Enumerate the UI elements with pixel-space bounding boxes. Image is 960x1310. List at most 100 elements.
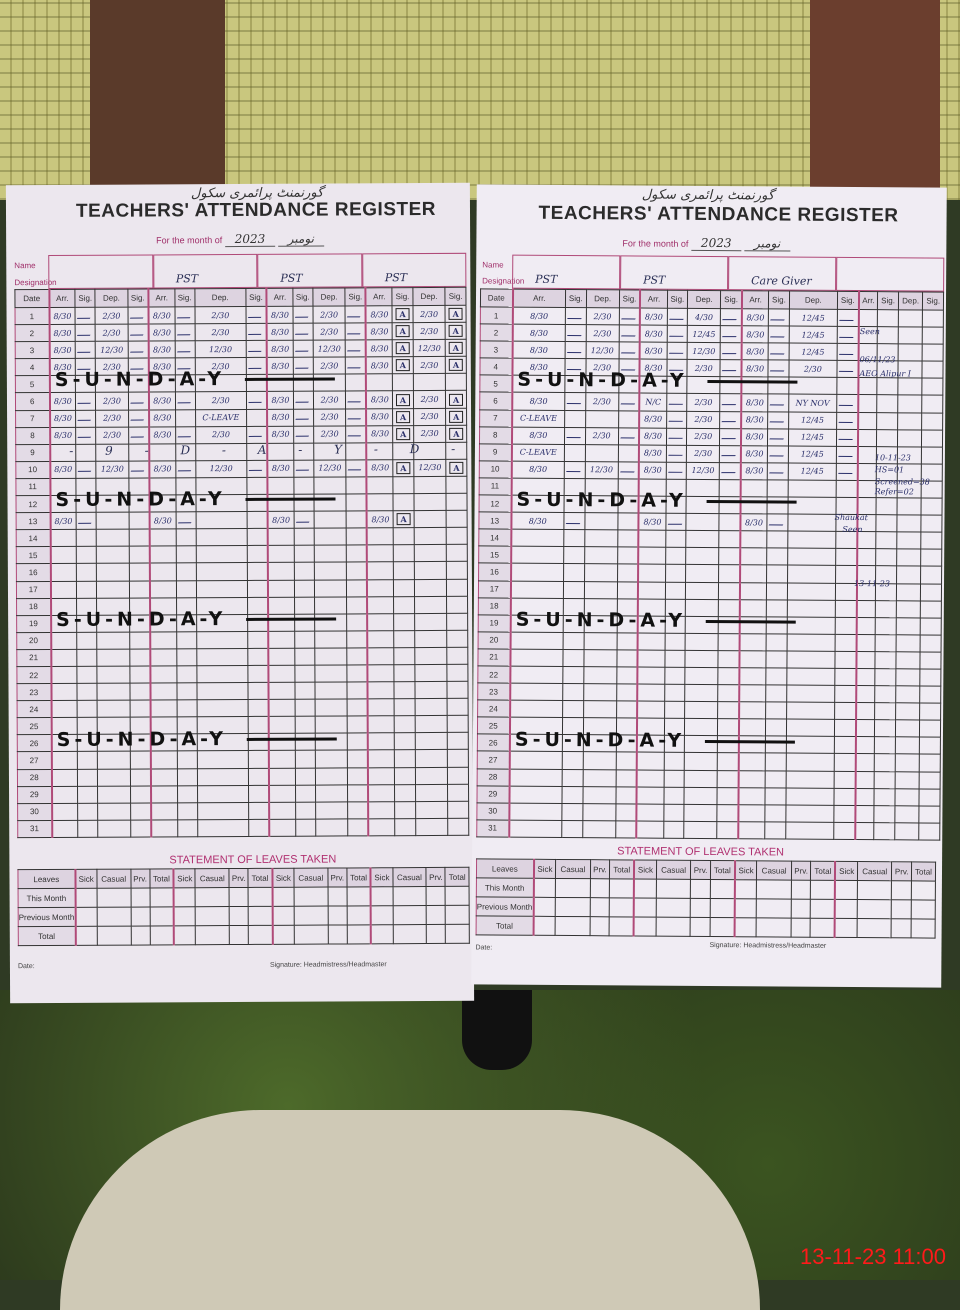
attendance-cell: 8/30 (639, 342, 667, 360)
header-sig: Sig. (619, 289, 641, 309)
attendance-cell (50, 563, 77, 581)
header-dep: Dep. (789, 291, 838, 310)
month-label: For the month of (622, 238, 689, 249)
attendance-cell: 8/30 (741, 308, 769, 327)
attendance-cell (393, 630, 415, 648)
attendance-cell (347, 733, 369, 751)
attendance-cell (177, 819, 198, 837)
leaves-cell: Casual (857, 861, 893, 881)
attendance-cell (393, 579, 415, 597)
attendance-cell (196, 648, 248, 666)
attendance-cell (767, 411, 789, 429)
attendance-cell (130, 802, 152, 820)
sunday-strike: S-U-N-D-A-Y (515, 728, 795, 752)
attendance-cell (922, 412, 943, 430)
attendance-cell (584, 564, 618, 582)
attendance-cell (76, 563, 97, 581)
attendance-cell (921, 515, 942, 533)
name-label: Name (14, 261, 36, 271)
signature-scribble (347, 413, 365, 420)
signature-scribble (247, 328, 265, 335)
leaves-cell: Prv. (327, 867, 347, 888)
date-cell: 24 (477, 700, 510, 718)
attendance-cell (97, 785, 131, 803)
attendance-cell: 8/30 (512, 341, 566, 359)
attendance-cell (368, 801, 395, 819)
attendance-cell (315, 784, 348, 802)
signature-scribble (721, 399, 739, 406)
attendance-cell (616, 649, 638, 667)
attendance-cell: 8/30 (267, 425, 294, 444)
wooden-bench-left (90, 0, 225, 190)
attendance-cell (874, 805, 895, 823)
attendance-cell: 8/30 (741, 394, 769, 412)
attendance-cell (664, 650, 686, 668)
leaves-cell (392, 924, 427, 944)
attendance-cell (345, 305, 367, 324)
attendance-cell (765, 804, 786, 822)
attendance-cell (345, 374, 367, 392)
teacher-name-box (48, 254, 153, 289)
leaves-cell (173, 925, 196, 945)
leaves-cell (656, 879, 691, 899)
header-dep: Dep. (95, 289, 128, 308)
date-cell: 29 (476, 785, 510, 803)
attendance-cell: 8/30 (740, 462, 768, 480)
leaves-cell (857, 918, 892, 938)
signature-scribble (769, 399, 787, 406)
attendance-cell (877, 395, 898, 413)
attendance-cell (919, 788, 941, 806)
attendance-cell (196, 631, 248, 649)
date-cell: 27 (477, 751, 510, 769)
attendance-cell (855, 685, 876, 703)
attendance-cell: 8/30 (149, 460, 176, 478)
attendance-cell (718, 650, 740, 668)
signature-scribble (295, 430, 312, 437)
attendance-cell: 8/30 (49, 307, 76, 325)
leaves-cell (655, 917, 691, 937)
leaves-cell: Casual (392, 867, 427, 887)
attendance-cell (685, 564, 719, 583)
attendance-cell (615, 820, 637, 838)
attendance-cell: 8/30 (49, 392, 76, 411)
attendance-cell (368, 698, 395, 717)
sunday-strike: S-U-N-D-A-Y (55, 488, 335, 511)
attendance-cell (175, 392, 196, 410)
date-cell: 27 (17, 751, 52, 770)
date-cell: 21 (16, 649, 51, 667)
attendance-cell (508, 785, 563, 804)
attendance-cell (564, 410, 586, 428)
attendance-cell: 2/30 (95, 392, 129, 410)
attendance-cell (96, 563, 130, 581)
teacher-designation: PST (643, 273, 666, 287)
attendance-cell (717, 821, 739, 839)
attendance-cell: 2/30 (585, 393, 619, 411)
attendance-cell (267, 528, 295, 546)
attendance-cell (415, 818, 449, 836)
attendance-cell (77, 649, 98, 667)
attendance-cell: 8/30 (366, 408, 393, 426)
date-cell: 25 (477, 717, 510, 735)
attendance-cell (129, 631, 151, 649)
attendance-cell (150, 665, 177, 684)
attendance-cell (366, 374, 393, 392)
date-cell: 22 (477, 665, 510, 684)
attendance-cell (75, 307, 96, 325)
attendance-cell: 8/30 (266, 340, 294, 358)
signature-scribble (619, 466, 637, 473)
attendance-cell (665, 547, 686, 565)
attendance-cell (248, 819, 270, 837)
signature-scribble (294, 345, 312, 352)
attendance-cell: 8/30 (512, 324, 566, 342)
attendance-cell: 8/30 (148, 323, 175, 342)
absent-mark: A (448, 359, 464, 372)
attendance-cell (636, 769, 664, 787)
date-cell: 29 (17, 786, 52, 804)
attendance-cell (720, 394, 742, 412)
attendance-cell (446, 630, 468, 648)
signature-scribble (347, 310, 364, 317)
attendance-cell: 12/45 (788, 445, 837, 464)
attendance-cell: 12/30 (687, 342, 721, 360)
attendance-cell (787, 565, 836, 583)
attendance-cell (874, 754, 896, 772)
